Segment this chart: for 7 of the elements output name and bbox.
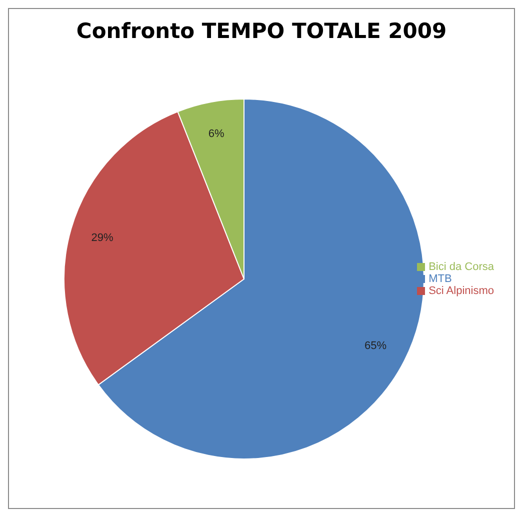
data-label: 65% xyxy=(364,340,387,352)
legend-label: Bici da Corsa xyxy=(428,261,494,273)
data-label: 29% xyxy=(91,232,114,244)
data-label: 6% xyxy=(208,128,225,140)
legend-label: MTB xyxy=(428,273,452,285)
legend-label: Sci Alpinismo xyxy=(428,285,494,297)
chart-title: Confronto TEMPO TOTALE 2009 xyxy=(75,19,448,43)
